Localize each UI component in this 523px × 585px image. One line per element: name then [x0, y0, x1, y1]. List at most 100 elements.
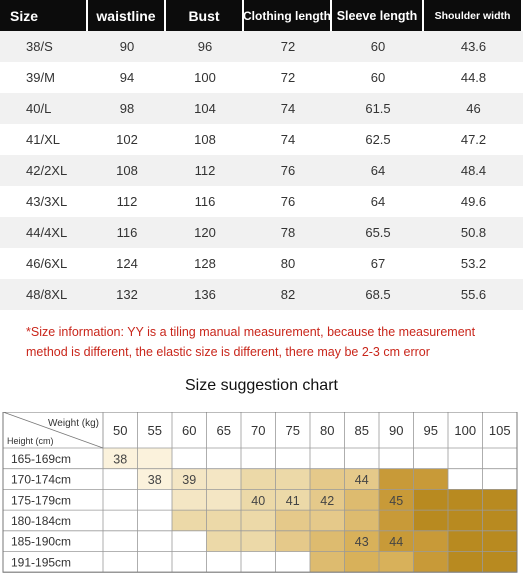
height-label: 180-184cm [11, 514, 71, 528]
cell-clothing-length: 82 [280, 287, 296, 302]
cell-shoulder-width: 55.6 [460, 287, 487, 302]
chart-cell [344, 530, 379, 552]
cell-clothing-length: 78 [280, 225, 296, 240]
cell-sleeve-length: 60 [370, 70, 386, 85]
chart-cell [275, 530, 310, 552]
table-row: 46/6XL 124 128 80 67 53.2 [0, 248, 523, 279]
cell-waistline: 98 [119, 101, 135, 116]
chart-cell [275, 468, 310, 490]
chart-cell [482, 468, 517, 490]
cell-sleeve-length: 67 [370, 256, 386, 271]
chart-cell [206, 530, 241, 552]
table-row: 38/S 90 96 72 60 43.6 [0, 31, 523, 62]
weight-header: 90 [389, 423, 403, 438]
chart-cell [413, 510, 448, 531]
cell-bust: 128 [194, 256, 216, 271]
weight-header: 70 [251, 423, 265, 438]
corner-height-label: Height (cm) [7, 436, 54, 446]
cell-bust: 104 [194, 101, 216, 116]
chart-cell [310, 551, 345, 573]
chart-cell [448, 448, 483, 469]
weight-header: 60 [182, 423, 196, 438]
size-note: *Size information: YY is a tiling manual… [26, 322, 516, 362]
size-note-line-1: *Size information: YY is a tiling manual… [26, 325, 476, 339]
chart-cell [344, 510, 379, 531]
cell-bust: 96 [197, 39, 213, 54]
weight-header: 55 [148, 423, 162, 438]
cell-bust: 100 [194, 70, 216, 85]
chart-cell [413, 551, 448, 573]
chart-cell [137, 530, 172, 552]
chart-cell [310, 510, 345, 531]
cell-waistline: 124 [116, 256, 138, 271]
chart-cell [275, 448, 310, 469]
cell-shoulder-width: 44.8 [460, 70, 487, 85]
chart-cell [241, 489, 276, 511]
chart-cell [344, 448, 379, 469]
chart-cell [137, 510, 172, 531]
chart-cell [448, 468, 483, 490]
cell-size: 46/6XL [26, 256, 68, 271]
chart-cell [379, 468, 414, 490]
chart-cell [379, 448, 414, 469]
chart-cell [413, 448, 448, 469]
cell-size: 44/4XL [26, 225, 68, 240]
weight-header: 80 [320, 423, 334, 438]
size-region-label: 44 [355, 473, 369, 487]
chart-cell [310, 468, 345, 490]
chart-cell [172, 448, 207, 469]
cell-bust: 136 [194, 287, 216, 302]
table-row: 39/M 94 100 72 60 44.8 [0, 62, 523, 93]
cell-shoulder-width: 46 [466, 101, 481, 116]
table-row: 42/2XL 108 112 76 64 48.4 [0, 155, 523, 186]
size-note-line-2: method is different, the elastic size is… [26, 345, 430, 359]
size-region-label: 43 [355, 535, 369, 549]
size-region-label: 39 [182, 473, 196, 487]
corner-diagonal [2, 411, 104, 449]
chart-cell [379, 489, 414, 511]
cell-size: 38/S [26, 39, 53, 54]
chart-cell [137, 551, 172, 573]
suggestion-chart-title: Size suggestion chart [185, 377, 338, 394]
chart-cell [344, 551, 379, 573]
chart-cell [310, 489, 345, 511]
cell-bust: 116 [194, 194, 216, 209]
weight-header: 65 [217, 423, 231, 438]
corner-weight-label: Weight (kg) [48, 418, 99, 429]
chart-cell [103, 530, 138, 552]
cell-clothing-length: 76 [280, 163, 296, 178]
size-region-label: 44 [389, 535, 403, 549]
cell-clothing-length: 72 [280, 39, 296, 54]
chart-cell [172, 551, 207, 573]
chart-cell [448, 551, 483, 573]
cell-sleeve-length: 60 [370, 39, 386, 54]
size-region-label: 40 [251, 494, 265, 508]
cell-size: 42/2XL [26, 163, 68, 178]
height-label: 175-179cm [11, 493, 71, 507]
chart-cell [275, 489, 310, 511]
chart-cell [241, 530, 276, 552]
table-row: 43/3XL 112 116 76 64 49.6 [0, 186, 523, 217]
cell-size: 48/8XL [26, 287, 68, 302]
chart-cell [103, 489, 138, 511]
chart-cell [482, 510, 517, 531]
height-label: 170-174cm [11, 473, 71, 487]
chart-cell [172, 468, 207, 490]
chart-cell [379, 530, 414, 552]
header-waistline: waistline [88, 0, 166, 31]
cell-bust: 120 [194, 225, 216, 240]
size-region-label: 38 [113, 452, 127, 466]
header-size: Size [0, 0, 88, 31]
chart-cell [413, 468, 448, 490]
cell-waistline: 132 [116, 287, 138, 302]
cell-bust: 112 [194, 163, 216, 178]
chart-cell [206, 551, 241, 573]
chart-cell [379, 510, 414, 531]
weight-header: 95 [424, 423, 438, 438]
cell-sleeve-length: 64 [370, 194, 386, 209]
weight-header: 100 [454, 423, 476, 438]
cell-size: 40/L [26, 101, 52, 116]
size-region-label: 41 [286, 494, 300, 508]
cell-clothing-length: 74 [280, 101, 296, 116]
cell-clothing-length: 74 [280, 132, 296, 147]
